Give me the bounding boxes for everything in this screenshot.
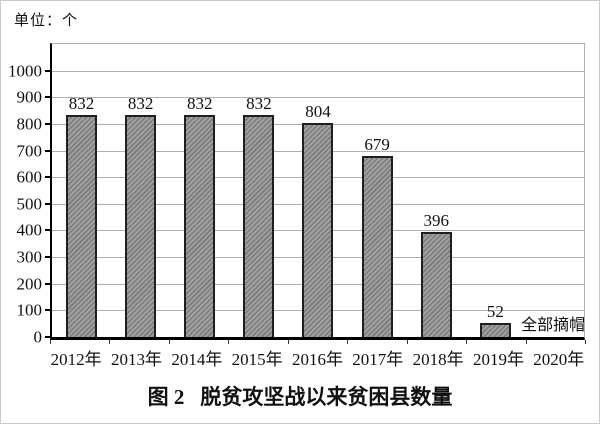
bar-column: 396 [407,44,466,337]
y-axis-tick [45,202,52,205]
y-axis-tick [45,282,52,285]
x-tick-label: 2016年 [291,350,343,369]
y-tick-label: 800 [16,114,43,134]
unit-label: 单位：个 [14,13,79,29]
x-tick-label: 2017年 [352,350,404,369]
bar [66,115,98,337]
bar-value-label: 396 [423,210,449,230]
x-tick-label: 2014年 [171,350,223,369]
y-axis-tick [45,256,52,259]
x-axis-boundary-tick [168,340,170,344]
x-axis-boundary-tick [525,340,527,344]
bar-value-label: 832 [187,94,213,114]
bar-column: 832 [52,44,111,337]
plot-area: 0 100 200 300 400 500 600 700 800 900 1000 832 832 83… [8,43,585,346]
y-axis-tick [45,336,52,338]
y-tick-label: 100 [16,300,43,320]
figure-label: 图 2 [147,385,185,409]
bar [184,115,216,337]
x-axis-boundary-tick [347,340,349,344]
y-tick-label: 500 [16,194,43,214]
gridline [52,70,584,72]
gridline [52,97,584,99]
y-axis-tick [45,176,52,179]
bar [420,231,452,337]
bar [361,156,393,337]
bar [125,115,157,337]
x-axis-boundary-tick [287,340,289,344]
bar-column: 832 [229,44,288,337]
bar-value-label: 804 [305,101,331,121]
bar-column: 全部摘帽 [521,44,585,337]
y-axis-tick [45,229,52,232]
bar-column: 52 [466,44,525,337]
annotation-label: 全部摘帽 [521,316,586,334]
bar-column: 679 [348,44,407,337]
y-axis-tick [45,96,52,99]
x-tick-label: 2015年 [231,350,283,369]
bar-column: 832 [170,44,229,337]
y-tick-label: 400 [16,220,43,240]
bar-columns: 832 832 832 832 804 679 396 52 全部摘帽 [52,44,585,337]
y-tick-label: 900 [16,87,43,107]
bar-value-label: 52 [486,302,504,322]
x-tick-label: 2012年 [50,350,102,369]
bar-value-label: 679 [364,135,390,155]
x-axis-boundary-tick [406,340,408,344]
x-axis-ticks [50,340,586,344]
y-axis-tick [45,122,52,125]
bar [479,323,511,337]
caption-text: 脱贫攻坚战以来贫困县数量 [200,385,453,409]
bar-value-label: 832 [68,94,95,114]
bar-column: 832 [111,44,170,337]
y-tick-label: 1000 [8,61,42,81]
x-tick-label: 2020年 [533,350,585,369]
y-axis-tick [45,149,52,152]
y-tick-label: 700 [16,141,43,161]
bar [302,122,334,337]
x-tick-label: 2019年 [472,350,524,369]
x-tick-label: 2018年 [412,350,464,369]
bar-value-label: 832 [246,94,272,114]
figure-caption: 图 2 脱贫攻坚战以来贫困县数量 [1,381,599,411]
y-tick-label: 200 [16,274,43,294]
x-axis-boundary-tick [228,340,230,344]
x-axis-boundary-tick [466,340,468,344]
x-axis-labels: 2012年 2013年 2014年 2015年 2016年 2017年 2018年 2019年… [46,345,589,370]
x-axis-boundary-tick [585,340,586,344]
bar-column: 804 [288,44,347,337]
bar-value-label: 832 [127,94,154,114]
y-tick-label: 600 [16,167,43,187]
x-axis-boundary-tick [109,340,111,344]
bar [243,115,275,337]
y-tick-label: 0 [33,327,43,347]
x-axis-boundary-tick [50,340,51,344]
y-axis-tick [45,69,52,72]
y-axis-tick [45,309,52,312]
x-tick-label: 2013年 [110,350,162,369]
y-tick-label: 300 [16,247,43,267]
